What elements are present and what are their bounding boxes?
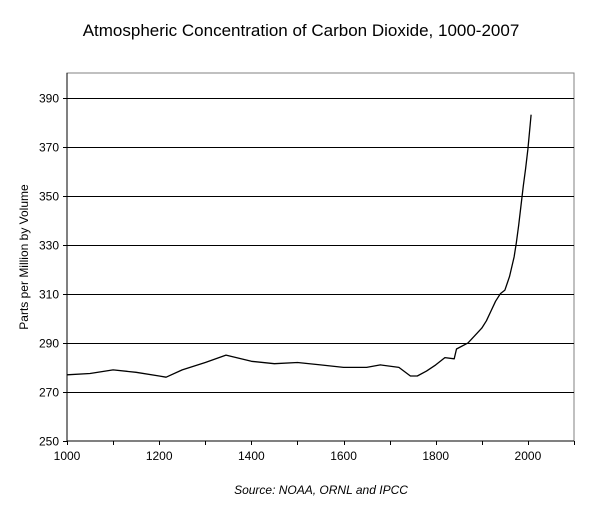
x-tick-label: 1200 xyxy=(146,449,173,463)
x-tick-label: 1400 xyxy=(238,449,265,463)
chart-title: Atmospheric Concentration of Carbon Diox… xyxy=(83,21,520,40)
y-tick-label: 390 xyxy=(39,92,59,106)
y-tick-label: 250 xyxy=(39,435,59,449)
y-tick-label: 350 xyxy=(39,190,59,204)
y-axis-label: Parts per Million by Volume xyxy=(17,184,31,330)
co2-series-line xyxy=(66,114,532,378)
y-tick-label: 370 xyxy=(39,141,59,155)
x-axis: 1000 1200 1400 1600 1800 2000 xyxy=(54,441,575,463)
y-tick-label: 310 xyxy=(39,288,59,302)
y-tick-label: 290 xyxy=(39,337,59,351)
source-note: Source: NOAA, ORNL and IPCC xyxy=(234,483,408,497)
x-tick-label: 1600 xyxy=(330,449,357,463)
x-tick-label: 1000 xyxy=(54,449,81,463)
gridlines xyxy=(67,98,574,393)
x-tick-label: 1800 xyxy=(422,449,449,463)
x-tick-label: 2000 xyxy=(515,449,542,463)
y-tick-label: 270 xyxy=(39,386,59,400)
series-group xyxy=(66,114,532,378)
plot-area xyxy=(66,72,575,442)
y-tick-label: 330 xyxy=(39,239,59,253)
y-axis: 250 270 290 310 330 350 370 390 xyxy=(39,92,67,449)
